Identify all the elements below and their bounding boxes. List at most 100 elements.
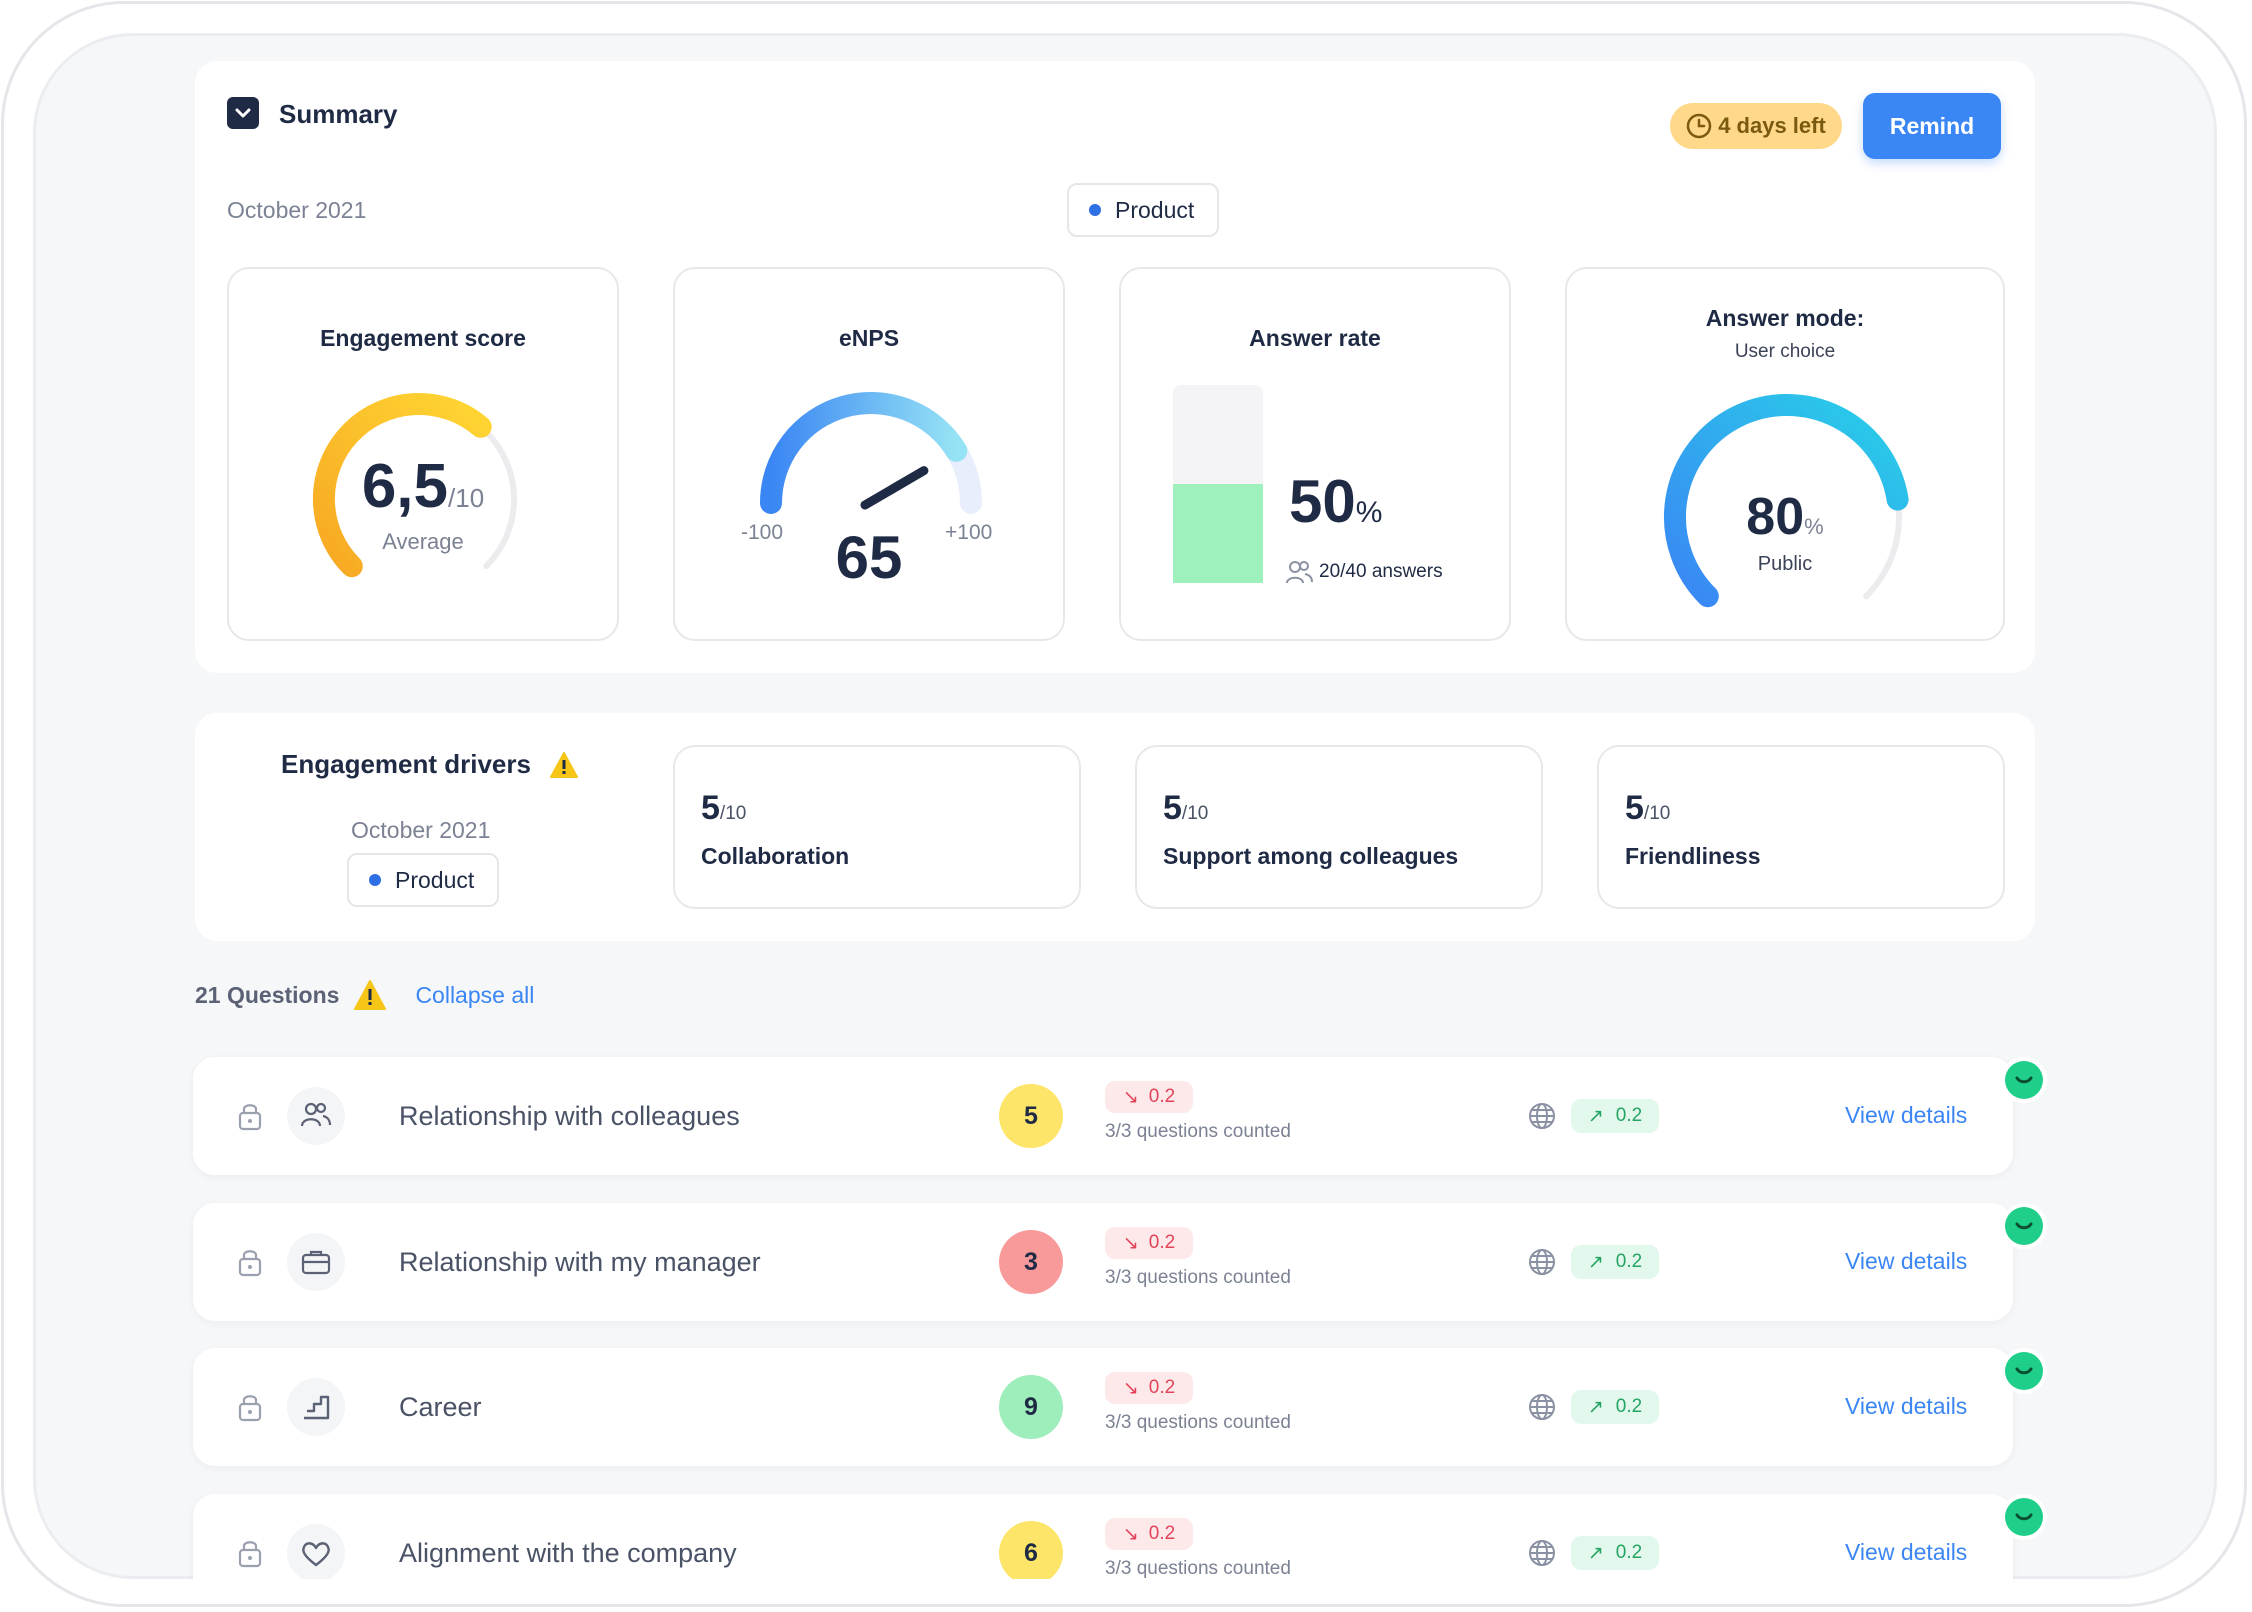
- globe-icon: [1529, 1394, 1555, 1420]
- answer-rate-title: Answer rate: [1249, 325, 1381, 351]
- arrow-down-right-icon: ↘: [1122, 1377, 1139, 1399]
- driver-score-unit: /10: [1181, 803, 1209, 824]
- enps-card: eNPS -100 +100 65: [673, 267, 1065, 641]
- question-score: 9: [999, 1375, 1063, 1439]
- driver-score: 5/10: [1163, 789, 1208, 828]
- question-row[interactable]: Alignment with the company 6 ↘ 0.2 3/3 qu…: [193, 1494, 2043, 1579]
- drivers-title-group: Engagement drivers: [281, 749, 579, 780]
- team-filter-pill[interactable]: Product: [1067, 183, 1219, 237]
- briefcase-icon: [301, 1250, 331, 1275]
- driver-score: 5/10: [701, 789, 746, 828]
- status-toggle-icon[interactable]: [2005, 1061, 2043, 1099]
- delta-down-value: 0.2: [1148, 1086, 1176, 1107]
- driver-label: Friendliness: [1625, 843, 1761, 869]
- arrow-down-right-icon: ↘: [1122, 1086, 1139, 1108]
- view-details-link[interactable]: View details: [1845, 1539, 1968, 1565]
- globe-icon: [1529, 1103, 1555, 1129]
- question-title: Relationship with my manager: [399, 1247, 761, 1277]
- answer-count: 20/40 answers: [1285, 559, 1443, 585]
- delta-down-badge: ↘ 0.2: [1105, 1518, 1193, 1550]
- answer-mode-caption: Public: [1757, 553, 1813, 575]
- question-title: Alignment with the company: [399, 1538, 737, 1568]
- answer-mode-value: 80%: [1567, 487, 2003, 547]
- arrow-up-right-icon: ↗: [1587, 1251, 1604, 1273]
- globe-icon: [1529, 1249, 1555, 1275]
- summary-title: Summary: [279, 99, 398, 129]
- users-icon: [1286, 561, 1313, 584]
- enps-min-label: -100: [741, 521, 784, 544]
- answer-mode-title: Answer mode:: [1705, 305, 1865, 331]
- driver-card-friendliness[interactable]: 5/10 Friendliness: [1597, 745, 2005, 909]
- lock-icon: [238, 1541, 262, 1568]
- answer-mode-card: Answer mode: User choice 80% Public: [1565, 267, 2005, 641]
- collapse-all-link[interactable]: Collapse all: [415, 981, 535, 1008]
- delta-up-value: 0.2: [1615, 1105, 1643, 1126]
- engagement-unit: /10: [448, 483, 485, 513]
- summary-period: October 2021: [227, 197, 367, 223]
- stairs-icon-wrap: [287, 1378, 345, 1436]
- enps-title: eNPS: [838, 325, 900, 351]
- lock-icon: [238, 1250, 262, 1277]
- driver-label: Support among colleagues: [1163, 843, 1459, 869]
- arrow-down-right-icon: ↘: [1122, 1232, 1139, 1254]
- team-dot-icon: [369, 874, 381, 886]
- questions-header: 21 Questions Collapse all: [195, 979, 534, 1011]
- enps-max-label: +100: [945, 521, 993, 544]
- questions-count: 21 Questions: [195, 981, 340, 1008]
- question-score: 3: [999, 1230, 1063, 1294]
- heart-icon-wrap: [287, 1524, 345, 1579]
- delta-up-badge: ↗ 0.2: [1571, 1099, 1659, 1133]
- delta-up-badge: ↗ 0.2: [1571, 1245, 1659, 1279]
- warning-icon: [549, 751, 578, 778]
- questions-counted: 3/3 questions counted: [1105, 1558, 1291, 1579]
- arrow-up-right-icon: ↗: [1587, 1542, 1604, 1564]
- remind-button[interactable]: Remind: [1863, 93, 2001, 159]
- answer-mode-subtitle: User choice: [1734, 341, 1836, 362]
- driver-card-collaboration[interactable]: 5/10 Collaboration: [673, 745, 1081, 909]
- driver-card-support[interactable]: 5/10 Support among colleagues: [1135, 745, 1543, 909]
- question-row[interactable]: Career 9 ↘ 0.2 3/3 questions counted ↗ 0.2…: [193, 1348, 2043, 1466]
- question-row[interactable]: Relationship with my manager 3 ↘ 0.2 3/3 …: [193, 1203, 2043, 1321]
- answer-mode-gauge: [1663, 393, 1909, 608]
- view-details-link[interactable]: View details: [1845, 1393, 1968, 1419]
- questions-counted: 3/3 questions counted: [1105, 1121, 1291, 1142]
- drivers-team-filter-label: Product: [395, 866, 475, 893]
- delta-up-badge: ↗ 0.2: [1571, 1390, 1659, 1424]
- driver-score-value: 5: [701, 789, 720, 827]
- days-left-badge: 4 days left: [1670, 103, 1842, 149]
- driver-score-unit: /10: [1643, 803, 1671, 824]
- lock-icon: [238, 1104, 262, 1131]
- people-icon-wrap: [287, 1087, 345, 1145]
- question-title: Career: [399, 1392, 482, 1422]
- answer-rate-number: 50: [1289, 468, 1356, 535]
- warning-icon: [354, 980, 387, 1010]
- driver-score-value: 5: [1625, 789, 1644, 827]
- answer-rate-value: 50%: [1289, 467, 1382, 536]
- question-score: 6: [999, 1521, 1063, 1579]
- team-dot-icon: [1089, 204, 1101, 216]
- days-left-text: 4 days left: [1718, 113, 1826, 138]
- status-toggle-icon[interactable]: [2005, 1352, 2043, 1390]
- view-details-link[interactable]: View details: [1845, 1248, 1968, 1274]
- stairs-icon: [304, 1395, 330, 1420]
- drivers-title: Engagement drivers: [281, 749, 531, 779]
- status-toggle-icon[interactable]: [2005, 1207, 2043, 1245]
- engagement-number: 6,5: [361, 452, 449, 521]
- people-icon: [300, 1102, 332, 1127]
- question-row[interactable]: Relationship with colleagues 5 ↘ 0.2 3/3 …: [193, 1057, 2043, 1175]
- status-toggle-icon[interactable]: [2005, 1498, 2043, 1536]
- heart-icon: [302, 1542, 330, 1567]
- driver-score: 5/10: [1625, 789, 1670, 828]
- lock-icon: [238, 1395, 262, 1422]
- answer-mode-unit: %: [1804, 514, 1824, 539]
- engagement-value: 6,5/10: [229, 451, 617, 522]
- collapse-toggle-icon[interactable]: [227, 97, 259, 129]
- delta-down-value: 0.2: [1148, 1377, 1176, 1398]
- delta-down-badge: ↘ 0.2: [1105, 1081, 1193, 1113]
- answer-rate-bar-fill: [1173, 484, 1263, 583]
- view-details-link[interactable]: View details: [1845, 1102, 1968, 1128]
- delta-down-badge: ↘ 0.2: [1105, 1227, 1193, 1259]
- arrow-up-right-icon: ↗: [1587, 1105, 1604, 1127]
- drivers-team-filter-pill[interactable]: Product: [347, 853, 499, 907]
- delta-down-badge: ↘ 0.2: [1105, 1372, 1193, 1404]
